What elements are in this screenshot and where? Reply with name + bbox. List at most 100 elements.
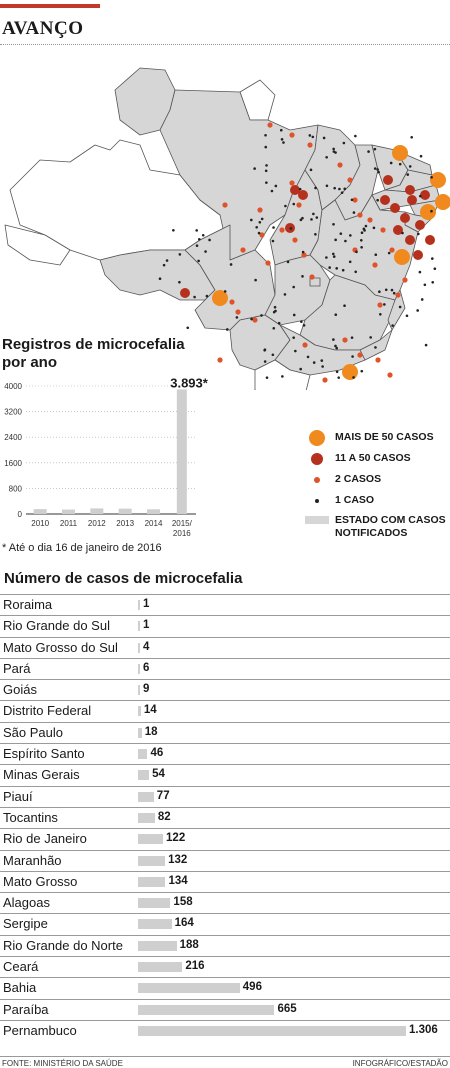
marker-tiny bbox=[172, 228, 175, 232]
table-row: Roraima 1 bbox=[0, 594, 450, 615]
legend-label: 2 CASOS bbox=[335, 473, 382, 485]
marker-tiny bbox=[332, 147, 335, 151]
marker-tiny bbox=[408, 165, 412, 168]
legend-label: 1 CASO bbox=[335, 494, 375, 506]
legend-item-small: 2 CASOS bbox=[305, 470, 450, 491]
marker-tiny bbox=[360, 245, 363, 249]
marker-tiny bbox=[401, 231, 404, 235]
marker-tiny bbox=[264, 169, 268, 173]
state-name: Espírito Santo bbox=[3, 746, 85, 762]
marker-small bbox=[240, 247, 246, 253]
marker-tiny bbox=[309, 168, 313, 172]
marker-tiny bbox=[264, 145, 268, 149]
marker-tiny bbox=[341, 268, 345, 272]
marker-small bbox=[289, 132, 295, 138]
marker-tiny bbox=[352, 376, 355, 379]
marker-small bbox=[395, 292, 401, 298]
marker-tiny bbox=[321, 365, 324, 368]
marker-small bbox=[217, 357, 223, 363]
marker-tiny bbox=[430, 209, 433, 213]
marker-small bbox=[377, 302, 383, 308]
table-row: Espírito Santo 46 bbox=[0, 743, 450, 764]
marker-medium bbox=[180, 288, 190, 298]
state-name: São Paulo bbox=[3, 724, 63, 740]
case-bar bbox=[138, 663, 140, 674]
marker-tiny bbox=[334, 344, 337, 348]
medium-red-circle-icon bbox=[305, 451, 329, 467]
small-orange-dot-icon bbox=[305, 472, 329, 488]
bar-2011 bbox=[62, 509, 75, 514]
case-count: 496 bbox=[242, 981, 262, 994]
table-row: Ceará 216 bbox=[0, 956, 450, 977]
marker-tiny bbox=[292, 336, 295, 339]
marker-small bbox=[289, 180, 295, 186]
case-bar bbox=[138, 898, 171, 909]
marker-medium bbox=[393, 225, 403, 235]
marker-medium bbox=[290, 185, 300, 195]
marker-tiny bbox=[338, 187, 341, 191]
marker-large bbox=[342, 364, 358, 380]
marker-small bbox=[352, 197, 358, 203]
marker-tiny bbox=[360, 231, 364, 235]
marker-tiny bbox=[354, 270, 358, 274]
marker-tiny bbox=[384, 288, 388, 292]
marker-tiny bbox=[292, 202, 296, 206]
marker-small bbox=[292, 237, 298, 243]
x-tick-label: 2013 bbox=[116, 519, 134, 528]
marker-small bbox=[229, 299, 235, 305]
marker-tiny bbox=[389, 161, 393, 165]
marker-tiny bbox=[431, 280, 435, 284]
legend-label: MAIS DE 50 CASOS bbox=[335, 431, 434, 443]
state-name: Rio Grande do Norte bbox=[3, 937, 123, 953]
table-row: Alagoas 158 bbox=[0, 892, 450, 913]
marker-small bbox=[259, 232, 265, 238]
marker-tiny bbox=[376, 168, 379, 171]
marker-tiny bbox=[431, 257, 434, 260]
marker-tiny bbox=[355, 250, 358, 254]
case-bar bbox=[138, 727, 142, 738]
marker-tiny bbox=[299, 367, 302, 371]
marker-tiny bbox=[235, 316, 239, 319]
marker-tiny bbox=[301, 250, 305, 254]
marker-small bbox=[389, 247, 395, 253]
data-label: 3.893* bbox=[170, 375, 209, 390]
marker-medium bbox=[298, 190, 308, 200]
marker-tiny bbox=[335, 346, 338, 350]
marker-medium bbox=[407, 195, 417, 205]
marker-tiny bbox=[255, 225, 258, 229]
marker-small bbox=[265, 260, 271, 266]
marker-tiny bbox=[417, 232, 420, 236]
marker-tiny bbox=[352, 211, 356, 214]
cases-table: Roraima 1 Rio Grande do Sul 1 Mato Grosso do… bbox=[0, 594, 450, 1041]
marker-small bbox=[296, 202, 302, 208]
marker-tiny bbox=[205, 294, 209, 298]
marker-small bbox=[375, 357, 381, 363]
marker-tiny bbox=[258, 220, 262, 224]
state-name: Paraíba bbox=[3, 1001, 49, 1017]
marker-tiny bbox=[416, 309, 419, 312]
table-row: Pará 6 bbox=[0, 657, 450, 679]
marker-tiny bbox=[420, 298, 424, 301]
case-bar bbox=[138, 855, 166, 866]
state-name: Rio Grande do Sul bbox=[3, 618, 110, 634]
marker-tiny bbox=[343, 304, 346, 307]
case-bar bbox=[138, 621, 140, 632]
marker-tiny bbox=[433, 267, 437, 271]
marker-tiny bbox=[340, 191, 344, 194]
case-count: 122 bbox=[166, 832, 186, 845]
marker-tiny bbox=[360, 369, 364, 373]
marker-tiny bbox=[374, 346, 377, 349]
case-bar bbox=[138, 983, 240, 994]
state-name: Piauí bbox=[3, 788, 33, 804]
state-name: Rio de Janeiro bbox=[3, 831, 87, 847]
marker-small bbox=[222, 202, 228, 208]
case-count: 216 bbox=[185, 960, 205, 973]
table-row: Piauí 77 bbox=[0, 785, 450, 807]
state-name: Alagoas bbox=[3, 895, 50, 911]
marker-small bbox=[252, 317, 258, 323]
marker-tiny bbox=[383, 303, 386, 306]
marker-tiny bbox=[197, 259, 200, 263]
marker-tiny bbox=[328, 266, 331, 269]
x-tick-label: 2014 bbox=[145, 519, 163, 528]
case-count: 77 bbox=[156, 789, 170, 802]
